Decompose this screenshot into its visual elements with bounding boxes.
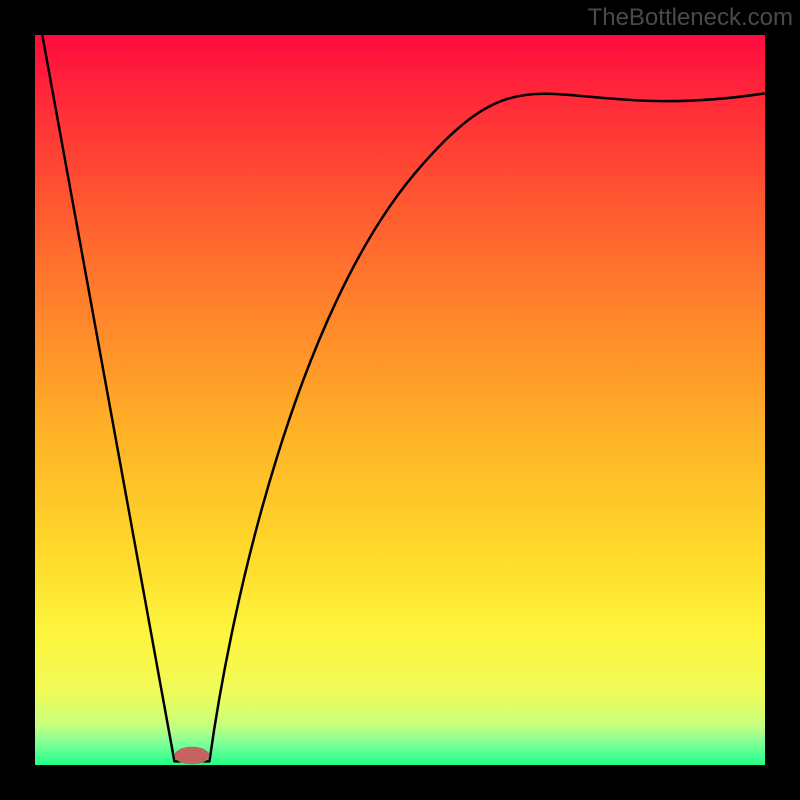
- bottleneck-marker: [174, 747, 209, 765]
- chart-container: TheBottleneck.com: [0, 0, 800, 800]
- chart-plot-area: [35, 35, 765, 765]
- watermark-text: TheBottleneck.com: [588, 4, 793, 31]
- bottleneck-chart: TheBottleneck.com: [0, 0, 800, 800]
